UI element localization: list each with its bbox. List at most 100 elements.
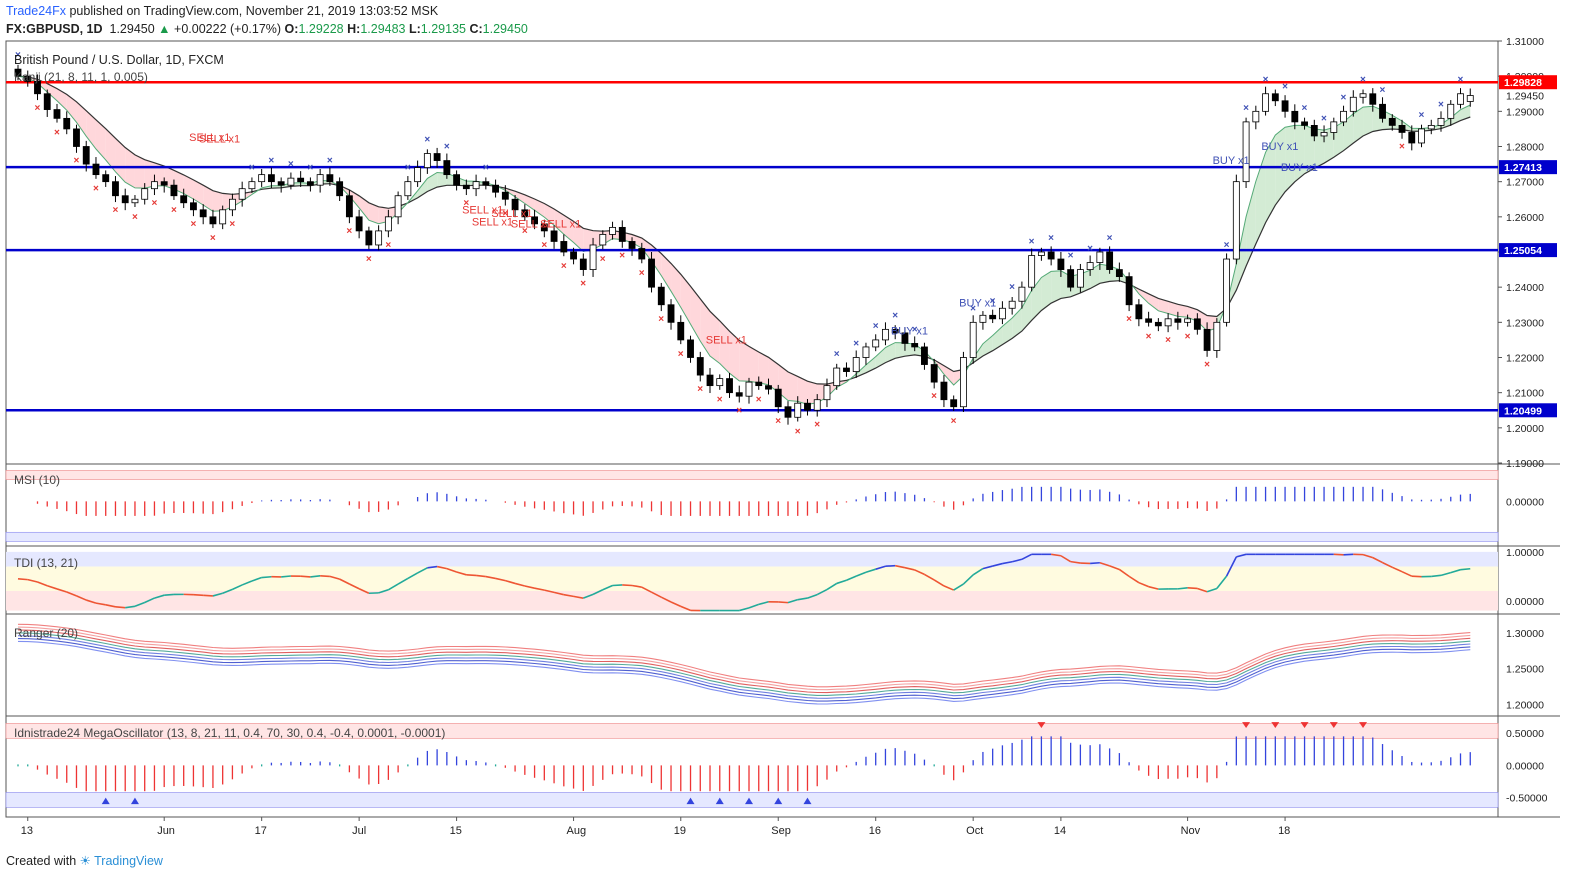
tdi-line: [387, 583, 399, 591]
y-tick-label: 1.31000: [1506, 36, 1544, 48]
buy-mark: ×: [912, 324, 918, 335]
kumo-cloud: [554, 208, 564, 235]
candle: [891, 328, 899, 334]
tdi-line: [1148, 585, 1159, 590]
tdi-line: [1128, 575, 1140, 584]
sell-mark: ×: [151, 198, 157, 209]
kumo-cloud: [992, 326, 1003, 351]
candle: [287, 177, 295, 186]
buy-mark: ×: [307, 163, 313, 174]
kumo-cloud: [700, 298, 711, 356]
tdi-line: [895, 564, 906, 569]
tdi-line: [46, 584, 58, 590]
candle: [1203, 328, 1211, 351]
candle: [423, 153, 431, 169]
candle: [852, 357, 860, 372]
candle: [375, 230, 383, 246]
candle: [1028, 255, 1036, 288]
candle: [365, 230, 373, 246]
sell-mark: ×: [1126, 314, 1132, 325]
kumo-cloud: [183, 174, 194, 200]
tdi-line: [1460, 567, 1471, 571]
tdi-line: [1431, 574, 1442, 578]
x-tick-label: 16: [869, 825, 881, 837]
candle: [657, 286, 665, 306]
sell-mark: ×: [717, 395, 723, 406]
buy-mark: ×: [1087, 243, 1093, 254]
tdi-line: [592, 589, 604, 596]
candle: [823, 385, 831, 401]
mega-sell-triangle: [1359, 722, 1368, 728]
y-tick-label: 1.21000: [1506, 388, 1544, 400]
kumo-cloud: [544, 203, 555, 226]
candle: [63, 117, 71, 130]
buy-mark: ×: [1048, 233, 1054, 244]
buy-mark: ×: [1107, 233, 1113, 244]
candle: [1291, 110, 1299, 123]
candle: [570, 251, 577, 260]
sell-mark: ×: [1399, 142, 1405, 153]
sell-mark: ×: [210, 233, 216, 244]
candle: [180, 195, 188, 204]
candle: [1437, 117, 1445, 126]
sell-mark: ×: [658, 314, 664, 325]
last-price-label: 1.29450: [1506, 91, 1544, 103]
sell-mark: ×: [619, 251, 625, 262]
candle: [1398, 125, 1406, 133]
buy-mark: ×: [834, 349, 840, 360]
tdi-line: [320, 575, 330, 578]
candle: [765, 385, 772, 390]
kumo-cloud: [1197, 309, 1208, 332]
kumo-cloud: [719, 320, 730, 374]
kumo-cloud: [1343, 113, 1354, 151]
published-text: published on TradingView.com, November 2…: [69, 4, 439, 18]
buy-mark: ×: [1302, 103, 1308, 114]
tdi-line: [115, 606, 126, 609]
candle: [1271, 93, 1279, 102]
candle: [277, 181, 285, 186]
kumo-cloud: [134, 154, 145, 189]
sell-mark: ×: [54, 127, 60, 138]
candle: [1213, 321, 1221, 351]
candle: [1457, 93, 1464, 105]
candle: [482, 181, 490, 186]
candle: [306, 181, 314, 186]
tdi-line: [251, 576, 262, 582]
tdi-line: [1021, 553, 1033, 560]
candle: [219, 209, 227, 225]
tdi-line: [154, 594, 165, 599]
tradingview-brand[interactable]: TradingView: [94, 854, 163, 868]
candle: [1037, 251, 1045, 256]
candle: [1008, 300, 1016, 309]
candle: [14, 68, 22, 77]
tdi-line: [680, 605, 691, 612]
sell-signal-label: SELL x1: [472, 217, 513, 229]
mega-lower-band: [5, 792, 1499, 808]
tdi-line: [787, 598, 798, 604]
tdi-line: [1070, 560, 1081, 564]
kumo-cloud: [154, 162, 165, 186]
footer: Created with ☀ TradingView: [6, 853, 163, 868]
y-tick-label: 1.20000: [1506, 423, 1544, 435]
tdi-line: [476, 574, 486, 578]
sell-mark: ×: [931, 391, 937, 402]
x-tick-label: Jun: [157, 825, 175, 837]
sell-mark: ×: [756, 395, 762, 406]
tdi-line: [37, 581, 48, 587]
candle: [550, 230, 558, 242]
sell-mark: ×: [639, 268, 645, 279]
publisher-link[interactable]: Trade24Fx: [6, 4, 66, 18]
y-tick-label: 1.26000: [1506, 212, 1544, 224]
candle: [628, 241, 636, 249]
tdi-label: TDI (13, 21): [14, 556, 78, 570]
candle: [414, 167, 422, 183]
sell-mark: ×: [171, 205, 177, 216]
tdi-line: [495, 577, 506, 582]
mega-buy-triangle: [745, 797, 753, 805]
tdi-line: [76, 595, 87, 601]
kumo-cloud: [203, 185, 213, 212]
msi-tick-label: 0.00000: [1506, 496, 1544, 508]
msi-upper-band: [5, 470, 1499, 480]
candle: [677, 321, 685, 341]
